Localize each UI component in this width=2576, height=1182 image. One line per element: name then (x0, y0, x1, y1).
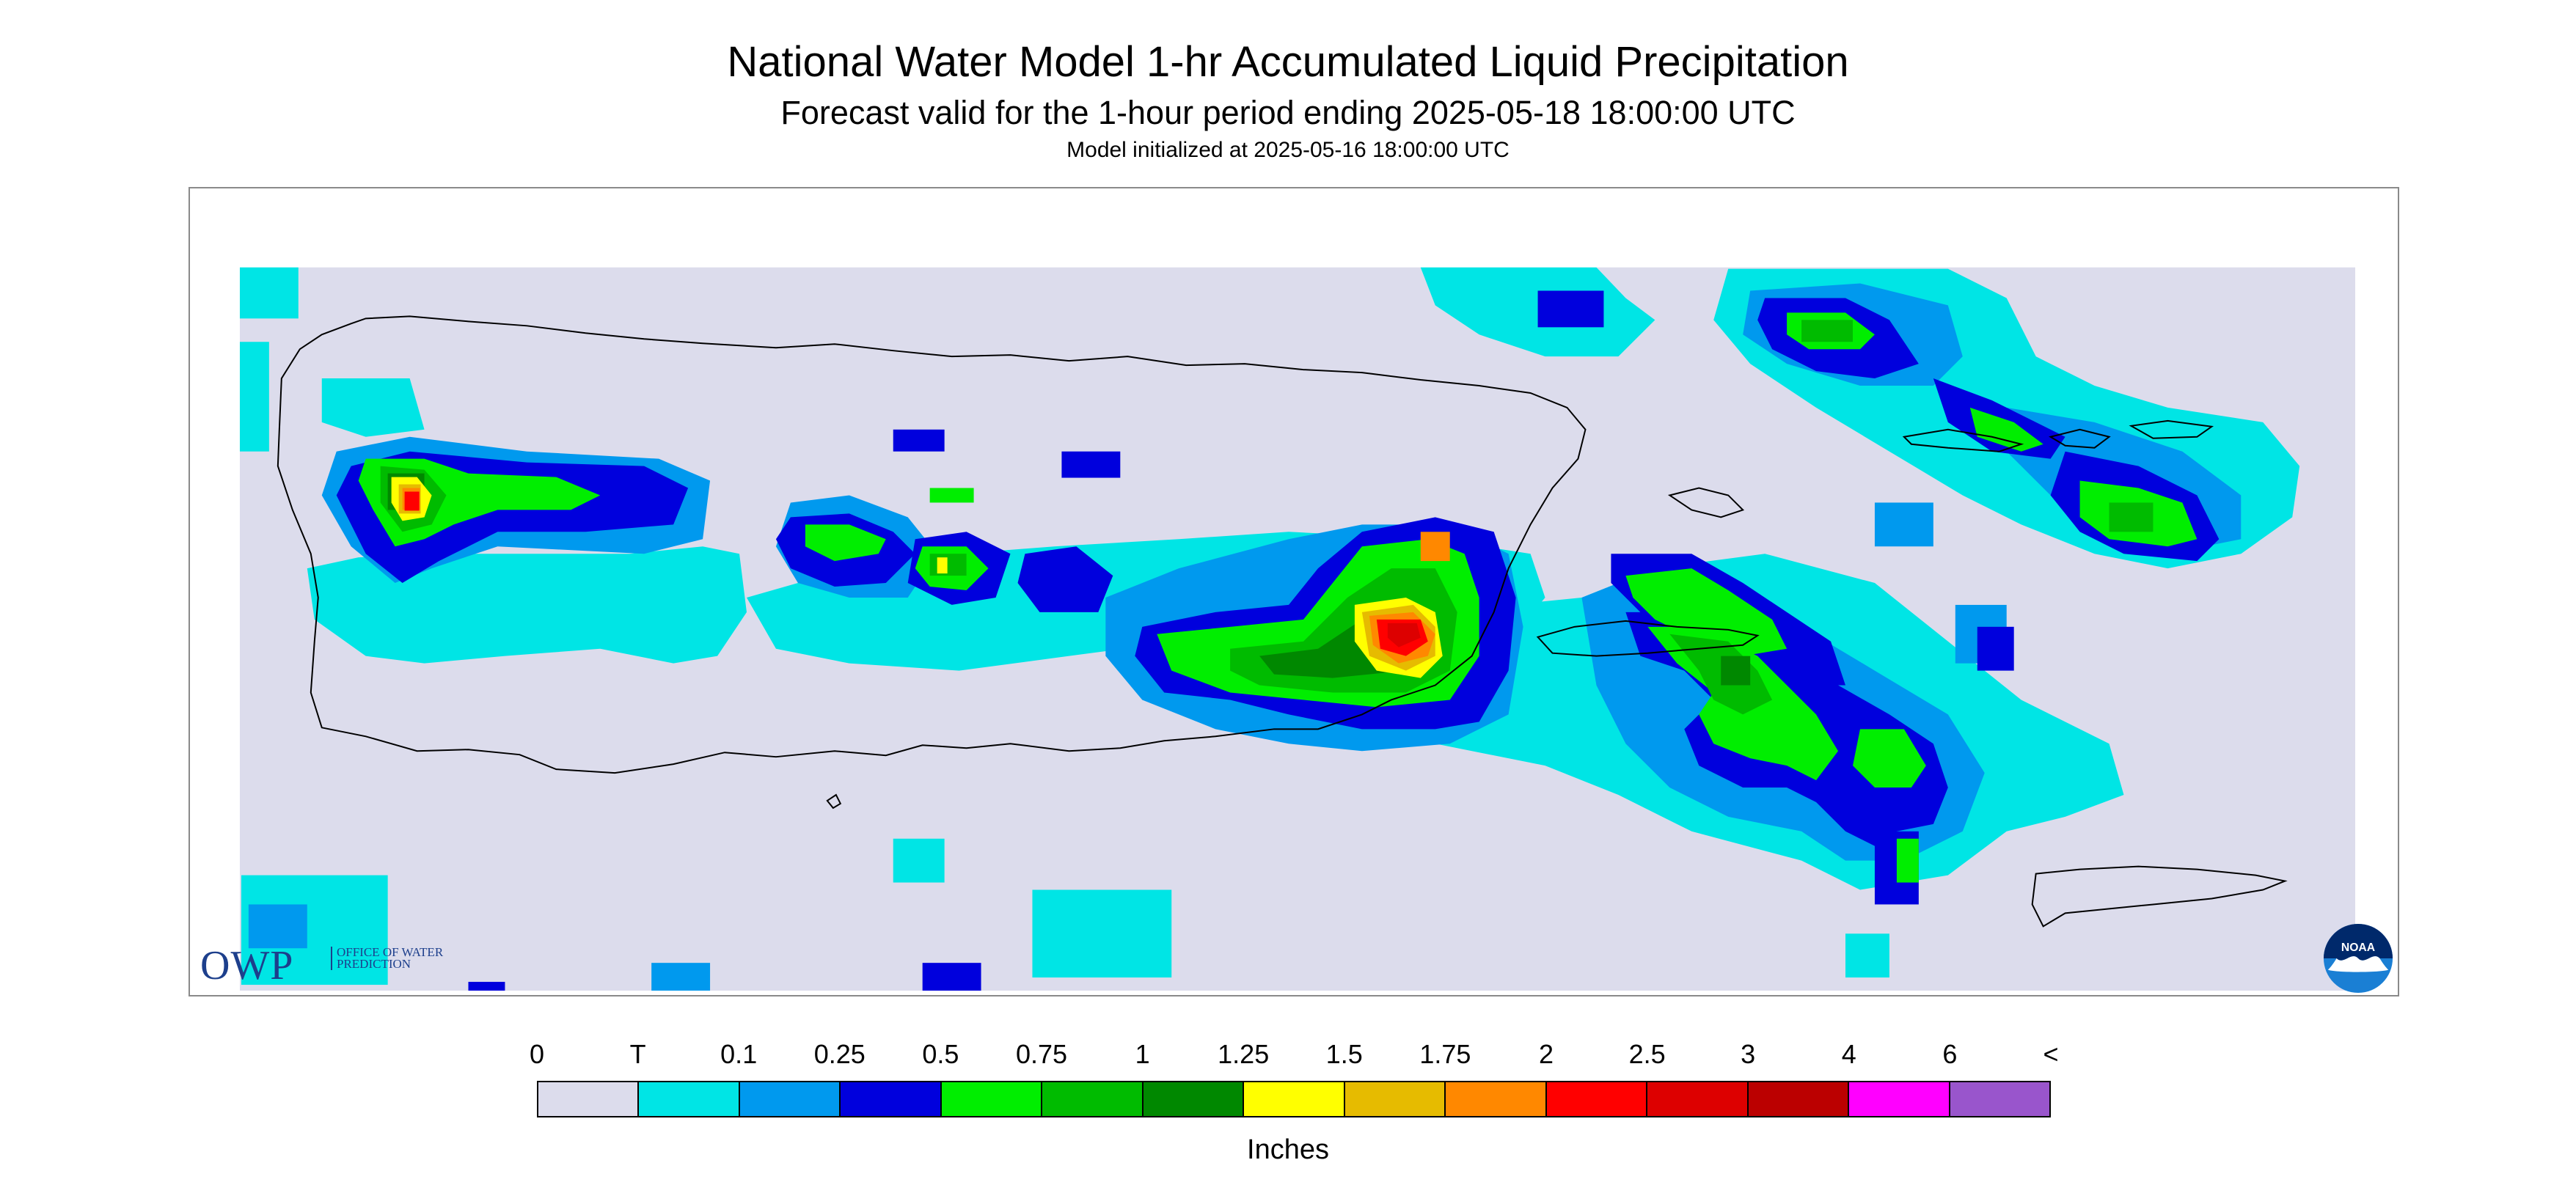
noaa-logo-text: NOAA (2341, 941, 2375, 954)
model-init-time: Model initialized at 2025-05-16 18:00:00… (1066, 138, 1510, 162)
coastline-st-thomas (1902, 428, 2024, 452)
coastline-culebra (1667, 487, 1745, 518)
legend-swatch (841, 1082, 942, 1116)
legend-label: 2.5 (1628, 1039, 1666, 1069)
owp-logo: OWP Office of Water Prediction (200, 942, 443, 989)
legend-label: 0.75 (1015, 1039, 1068, 1069)
precip-0-25-spot-c (922, 963, 981, 991)
trace-area-south-a (893, 838, 945, 883)
precip-0-25-north-b (1061, 451, 1121, 478)
coastline-vieques (1536, 620, 1760, 657)
trace-area-far-south (1845, 933, 1889, 978)
precip-0-1-spot-a (1874, 502, 1933, 547)
legend-swatch (1446, 1082, 1547, 1116)
legend-label: 1.75 (1419, 1039, 1471, 1069)
legend-color-bar (537, 1081, 2051, 1117)
trace-area-south-b (1032, 889, 1172, 978)
owp-logo-letters: OWP (200, 943, 294, 988)
precip-0-75-ne (1801, 320, 1853, 342)
map-title: National Water Model 1-hr Accumulated Li… (727, 38, 1849, 86)
legend-label: 4 (1841, 1039, 1856, 1069)
precip-0-25-north-c (893, 429, 945, 452)
precip-0-5-north-spot (929, 488, 974, 503)
coastline-puerto-rico (277, 315, 1587, 774)
precipitation-map-canvas (190, 188, 2398, 995)
legend-label: T (629, 1039, 646, 1069)
precip-0-25-north-a (1537, 290, 1604, 328)
legend-label: 1.5 (1325, 1039, 1363, 1069)
precip-0-1-spot-d (651, 963, 711, 991)
precip-2-5-main (1387, 623, 1421, 647)
map-subtitle: Forecast valid for the 1-hour period end… (780, 94, 1796, 131)
legend-swatch (1950, 1082, 2050, 1116)
owp-logo-subtitle: Office of Water Prediction (331, 946, 447, 970)
precip-0-5-south-spot (1896, 838, 1919, 883)
precipitation-map: OWP Office of Water Prediction NOAA (189, 187, 2399, 996)
precip-0-5-east-arm (1852, 729, 1926, 788)
legend-label: < (2043, 1039, 2059, 1069)
precip-1-0-east (1721, 656, 1751, 686)
trace-area-west (307, 546, 747, 664)
legend-swatch (1042, 1082, 1144, 1116)
coastline-st-john (2049, 428, 2111, 449)
legend-swatch (538, 1082, 640, 1116)
legend-unit-label: Inches (1247, 1134, 1329, 1165)
precip-0-75-c1 (929, 554, 967, 576)
precip-2-0-west (404, 491, 420, 511)
precip-1-75-north (1420, 532, 1450, 562)
legend-label: 1 (1135, 1039, 1150, 1069)
precip-0-1-spot-c (248, 904, 307, 949)
legend-label: 0 (529, 1039, 545, 1069)
legend-labels: 0 T 0.1 0.25 0.5 0.75 1 1.25 1.5 1.75 2 2.5 3 4 6 < (0, 1038, 2576, 1075)
legend-label: 0.25 (813, 1039, 866, 1069)
legend-swatch (1647, 1082, 1749, 1116)
color-legend: 0 T 0.1 0.25 0.5 0.75 1 1.25 1.5 1.75 2 2.5 3 4 6 < Inc… (0, 1012, 2576, 1182)
legend-label: 2 (1538, 1039, 1554, 1069)
legend-swatch (1546, 1082, 1648, 1116)
legend-swatch (1143, 1082, 1245, 1116)
legend-swatch (1244, 1082, 1345, 1116)
trace-area-west-coast (321, 378, 425, 437)
legend-swatch (1344, 1082, 1446, 1116)
coastline-st-croix (2031, 865, 2288, 928)
legend-label: 3 (1741, 1039, 1756, 1069)
legend-swatch (941, 1082, 1043, 1116)
legend-swatch (1748, 1082, 1850, 1116)
precip-2-5-areas (1387, 623, 1421, 647)
trace-area-nw (239, 267, 299, 319)
coastlines (277, 315, 2288, 928)
legend-swatch (639, 1082, 740, 1116)
coastline-bvi (2129, 419, 2214, 439)
precip-0-5-vi (1969, 407, 2043, 452)
precip-0-5-wc (805, 524, 886, 562)
legend-label: 0.5 (922, 1039, 959, 1069)
trace-area-southeast (1984, 744, 2080, 810)
legend-label: 1.25 (1218, 1039, 1270, 1069)
precip-0-75-far-ne (2109, 502, 2154, 532)
legend-swatch (1849, 1082, 1950, 1116)
legend-swatch (739, 1082, 841, 1116)
legend-label: 0.1 (720, 1039, 758, 1069)
legend-label: 6 (1942, 1039, 1958, 1069)
precip-0-25-spot-a (1977, 626, 2014, 671)
coastline-desecheo (826, 793, 842, 810)
trace-area-w-edge (239, 342, 269, 452)
precip-0-25-spot-d (468, 982, 505, 991)
noaa-logo: NOAA (2323, 923, 2393, 994)
precip-0-25-c2 (1017, 546, 1113, 612)
precip-1-25-c1 (937, 557, 948, 574)
